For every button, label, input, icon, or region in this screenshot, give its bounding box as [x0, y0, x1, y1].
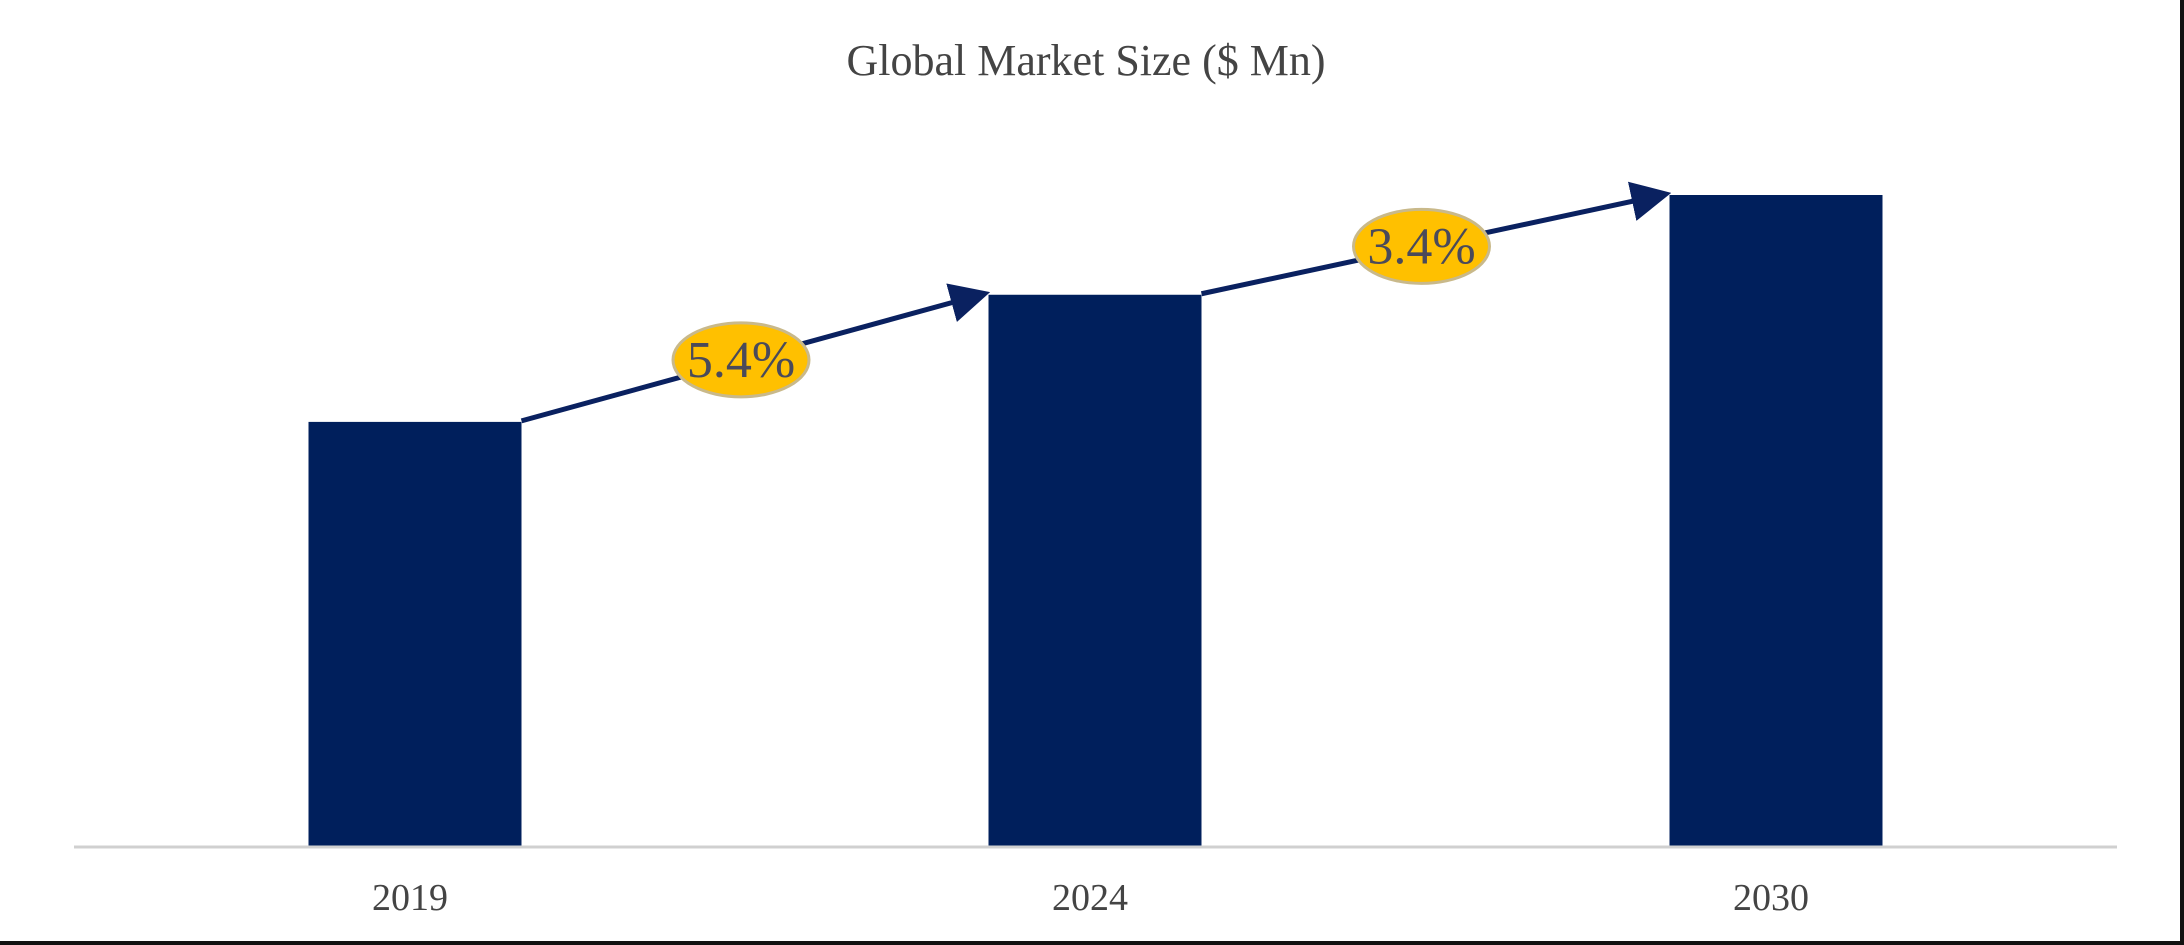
bar-2019 — [308, 421, 522, 847]
bar-2024 — [988, 294, 1202, 848]
x-tick-label: 2030 — [1733, 877, 1809, 919]
chart-title: Global Market Size ($ Mn) — [847, 36, 1326, 85]
x-tick-label: 2024 — [1052, 877, 1128, 919]
cagr-label: 5.4% — [687, 332, 795, 389]
x-tick-label: 2019 — [372, 877, 448, 919]
cagr-badge — [671, 321, 811, 399]
cagr-label: 3.4% — [1367, 218, 1475, 275]
cagr-badge — [1352, 207, 1491, 285]
bar-2030 — [1669, 195, 1883, 847]
